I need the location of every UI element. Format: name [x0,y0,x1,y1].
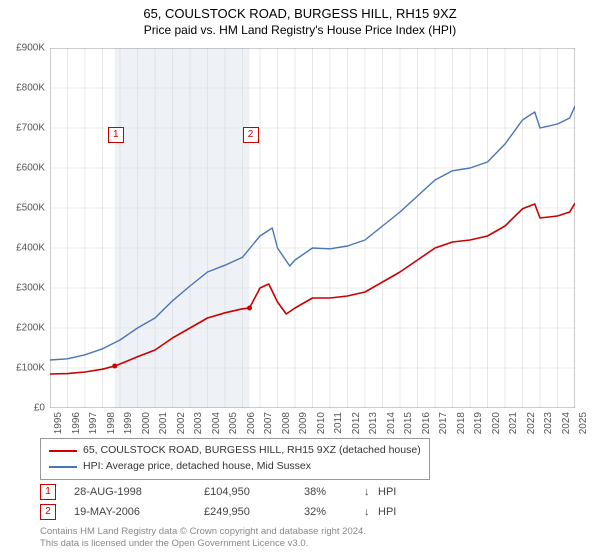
marker-badge: 2 [40,504,56,520]
x-axis-label: 2025 [578,412,589,442]
y-axis-label: £100K [5,363,45,374]
marker-date: 28-AUG-1998 [74,486,204,498]
x-axis-label: 2021 [508,412,519,442]
chart-container: 65, COULSTOCK ROAD, BURGESS HILL, RH15 9… [0,0,600,560]
y-axis-label: £700K [5,123,45,134]
y-axis-label: £0 [5,403,45,414]
y-axis-label: £400K [5,243,45,254]
x-axis-label: 2024 [561,412,572,442]
marker-hpi: HPI [378,486,408,498]
x-axis-label: 2017 [438,412,449,442]
legend-swatch [49,450,77,452]
marker-table: 1 28-AUG-1998 £104,950 38% ↓ HPI 2 19-MA… [40,482,408,522]
x-axis-label: 2020 [491,412,502,442]
x-axis-label: 2022 [526,412,537,442]
footer-line: This data is licensed under the Open Gov… [40,538,366,550]
x-axis-label: 2018 [456,412,467,442]
legend-item: HPI: Average price, detached house, Mid … [49,459,421,475]
marker-price: £104,950 [204,486,304,498]
y-axis-label: £200K [5,323,45,334]
legend-swatch [49,466,77,468]
chart-marker-badge: 1 [108,127,124,143]
footer-line: Contains HM Land Registry data © Crown c… [40,526,366,538]
y-axis-label: £500K [5,203,45,214]
marker-row: 2 19-MAY-2006 £249,950 32% ↓ HPI [40,502,408,522]
legend-item: 65, COULSTOCK ROAD, BURGESS HILL, RH15 9… [49,443,421,459]
marker-row: 1 28-AUG-1998 £104,950 38% ↓ HPI [40,482,408,502]
down-arrow-icon: ↓ [364,486,378,498]
marker-price: £249,950 [204,506,304,518]
marker-pct: 32% [304,506,364,518]
y-axis-label: £800K [5,83,45,94]
marker-badge: 1 [40,484,56,500]
title-block: 65, COULSTOCK ROAD, BURGESS HILL, RH15 9… [0,0,600,37]
legend-label: 65, COULSTOCK ROAD, BURGESS HILL, RH15 9… [83,443,421,459]
chart-subtitle: Price paid vs. HM Land Registry's House … [0,23,600,37]
chart-area: 12£0£100K£200K£300K£400K£500K£600K£700K£… [50,48,575,408]
marker-hpi: HPI [378,506,408,518]
y-axis-label: £900K [5,43,45,54]
chart-svg [50,48,575,408]
marker-pct: 38% [304,486,364,498]
chart-marker-badge: 2 [243,127,259,143]
down-arrow-icon: ↓ [364,506,378,518]
y-axis-label: £300K [5,283,45,294]
footer: Contains HM Land Registry data © Crown c… [40,526,366,551]
legend: 65, COULSTOCK ROAD, BURGESS HILL, RH15 9… [40,438,430,480]
y-axis-label: £600K [5,163,45,174]
marker-date: 19-MAY-2006 [74,506,204,518]
x-axis-label: 2019 [473,412,484,442]
legend-label: HPI: Average price, detached house, Mid … [83,459,311,475]
x-axis-label: 2023 [543,412,554,442]
chart-title: 65, COULSTOCK ROAD, BURGESS HILL, RH15 9… [0,6,600,21]
